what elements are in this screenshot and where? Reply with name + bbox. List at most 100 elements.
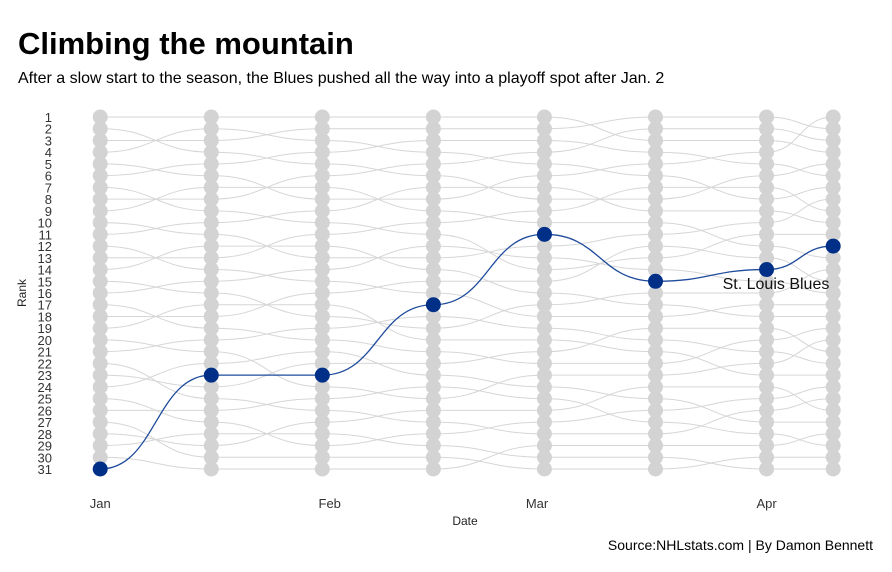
y-tick-label: 26 xyxy=(38,403,52,418)
background-point xyxy=(648,379,663,395)
background-point xyxy=(92,144,108,160)
y-tick-label: 28 xyxy=(38,427,52,442)
team-annotation: St. Louis Blues xyxy=(723,276,830,293)
background-point xyxy=(825,156,841,172)
background-point xyxy=(825,308,841,324)
highlight-dots xyxy=(92,226,841,477)
background-point xyxy=(648,262,663,278)
background-point xyxy=(536,203,552,219)
background-point xyxy=(92,438,108,454)
background-point xyxy=(648,367,663,383)
background-point xyxy=(203,320,219,336)
background-point xyxy=(203,250,219,266)
background-point xyxy=(314,449,330,465)
background-point xyxy=(314,250,330,266)
y-tick-label: 14 xyxy=(38,263,52,278)
y-tick-label: 23 xyxy=(38,368,52,383)
highlight-point xyxy=(825,238,841,254)
y-tick-label: 29 xyxy=(38,439,52,454)
background-point xyxy=(759,144,775,160)
background-point xyxy=(648,203,663,219)
background-point xyxy=(425,426,441,442)
background-point xyxy=(203,391,219,407)
background-point xyxy=(425,121,441,137)
background-point xyxy=(759,203,775,219)
background-point xyxy=(425,332,441,348)
y-tick-label: 16 xyxy=(38,286,52,301)
background-point xyxy=(759,426,775,442)
background-point xyxy=(425,191,441,207)
x-axis-ticks: Jan Feb Mar Apr xyxy=(90,496,778,511)
background-point xyxy=(825,168,841,184)
background-point xyxy=(314,308,330,324)
background-point xyxy=(425,132,441,148)
background-point xyxy=(92,449,108,465)
background-point xyxy=(825,179,841,195)
background-point xyxy=(536,332,552,348)
background-point xyxy=(825,414,841,430)
background-point xyxy=(425,144,441,160)
background-team-line xyxy=(100,128,834,200)
background-point xyxy=(92,332,108,348)
background-point xyxy=(203,132,219,148)
background-point xyxy=(314,179,330,195)
background-point xyxy=(825,121,841,137)
background-point xyxy=(759,297,775,313)
background-point xyxy=(314,121,330,137)
background-point xyxy=(648,132,663,148)
background-point xyxy=(536,355,552,371)
background-point xyxy=(203,109,219,125)
background-point xyxy=(759,121,775,137)
background-point xyxy=(825,297,841,313)
background-point xyxy=(314,191,330,207)
background-point xyxy=(648,226,663,242)
background-point xyxy=(536,262,552,278)
background-point xyxy=(425,461,441,477)
background-point xyxy=(536,144,552,160)
background-point xyxy=(825,379,841,395)
x-tick-label: Mar xyxy=(526,496,549,511)
y-tick-label: 11 xyxy=(39,227,53,242)
background-team-line xyxy=(100,245,834,317)
highlight-point xyxy=(648,273,663,289)
background-point xyxy=(759,355,775,371)
background-point xyxy=(314,273,330,289)
background-point xyxy=(203,262,219,278)
background-point xyxy=(203,426,219,442)
y-tick-label: 5 xyxy=(45,157,52,172)
background-point xyxy=(92,215,108,231)
y-tick-label: 25 xyxy=(38,392,52,407)
background-point xyxy=(648,320,663,336)
y-tick-label: 12 xyxy=(38,239,52,254)
background-point xyxy=(203,238,219,254)
background-point xyxy=(825,402,841,418)
background-team-line xyxy=(100,128,834,200)
x-tick-label: Feb xyxy=(319,496,341,511)
background-point xyxy=(203,156,219,172)
background-team-line xyxy=(100,128,834,200)
background-point xyxy=(536,215,552,231)
y-tick-label: 1 xyxy=(45,110,52,125)
background-point xyxy=(203,203,219,219)
background-point xyxy=(203,355,219,371)
background-point xyxy=(536,402,552,418)
y-tick-label: 7 xyxy=(45,180,52,195)
background-point xyxy=(825,144,841,160)
background-team-line xyxy=(100,198,834,259)
highlight-point xyxy=(536,226,552,242)
background-point xyxy=(203,308,219,324)
background-point xyxy=(648,391,663,407)
background-point xyxy=(425,402,441,418)
highlight-point xyxy=(92,461,108,477)
background-point xyxy=(92,402,108,418)
background-point xyxy=(536,168,552,184)
background-team-line xyxy=(100,339,834,400)
source-caption: Source:NHLstats.com | By Damon Bennett xyxy=(607,537,873,553)
background-point xyxy=(759,438,775,454)
background-point xyxy=(92,250,108,266)
background-point xyxy=(314,379,330,395)
background-point xyxy=(92,109,108,125)
background-point xyxy=(648,109,663,125)
background-point xyxy=(314,355,330,371)
